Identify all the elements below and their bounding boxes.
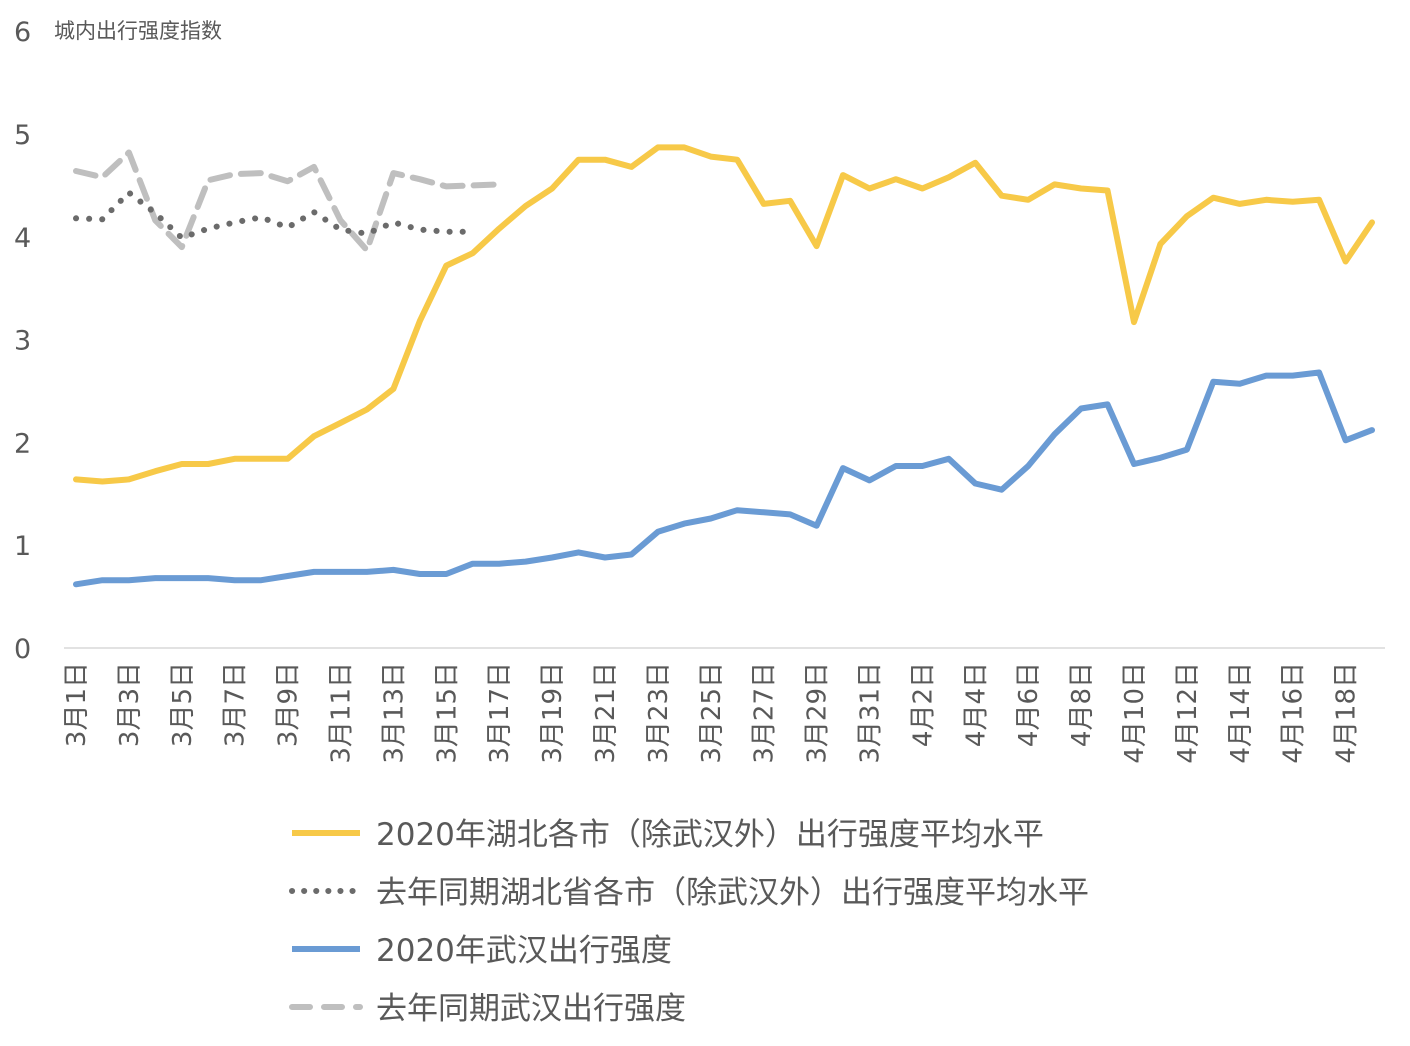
y-tick-label: 0 — [14, 634, 31, 665]
x-tick-label: 3月23日 — [644, 662, 674, 764]
y-tick-label: 2 — [14, 428, 31, 459]
y-tick-label: 6 — [14, 17, 31, 48]
x-tick-label: 4月10日 — [1120, 662, 1150, 764]
x-tick-label: 3月9日 — [274, 662, 304, 747]
x-tick-label: 3月25日 — [697, 662, 727, 764]
x-tick-label: 4月12日 — [1173, 662, 1203, 764]
legend-label: 去年同期湖北省各市（除武汉外）出行强度平均水平 — [376, 875, 1089, 911]
x-tick-label: 3月15日 — [432, 662, 462, 764]
x-tick-label: 3月13日 — [379, 662, 409, 764]
legend-label: 去年同期武汉出行强度 — [376, 991, 686, 1027]
x-tick-label: 4月14日 — [1226, 662, 1256, 764]
x-tick-label: 4月6日 — [1014, 662, 1044, 747]
x-tick-label: 4月2日 — [908, 662, 938, 747]
x-tick-label: 3月7日 — [221, 662, 251, 747]
x-tick-label: 3月19日 — [538, 662, 568, 764]
x-tick-label: 3月3日 — [115, 662, 145, 747]
x-tick-label: 3月5日 — [168, 662, 198, 747]
x-tick-label: 4月16日 — [1279, 662, 1309, 764]
x-tick-label: 3月17日 — [485, 662, 515, 764]
y-axis-title: 城内出行强度指数 — [54, 19, 222, 43]
x-tick-label: 4月18日 — [1332, 662, 1362, 764]
legend-label: 2020年湖北各市（除武汉外）出行强度平均水平 — [376, 817, 1044, 853]
legend-label: 2020年武汉出行强度 — [376, 933, 672, 969]
y-tick-label: 3 — [14, 326, 31, 357]
x-tick-label: 3月1日 — [62, 662, 92, 747]
y-tick-label: 1 — [14, 531, 31, 562]
y-tick-label: 4 — [14, 223, 31, 254]
y-tick-label: 5 — [14, 120, 31, 151]
x-tick-label: 3月31日 — [855, 662, 885, 764]
x-tick-label: 3月21日 — [591, 662, 621, 764]
x-tick-label: 4月8日 — [1067, 662, 1097, 747]
series-line-1 — [73, 189, 476, 241]
series-line-3 — [73, 149, 503, 254]
series-line-2 — [73, 369, 1375, 588]
x-tick-label: 3月11日 — [326, 662, 356, 764]
series-line-0 — [73, 144, 1375, 485]
x-tick-label: 3月27日 — [750, 662, 780, 764]
x-tick-label: 4月4日 — [961, 662, 991, 747]
x-tick-label: 3月29日 — [803, 662, 833, 764]
